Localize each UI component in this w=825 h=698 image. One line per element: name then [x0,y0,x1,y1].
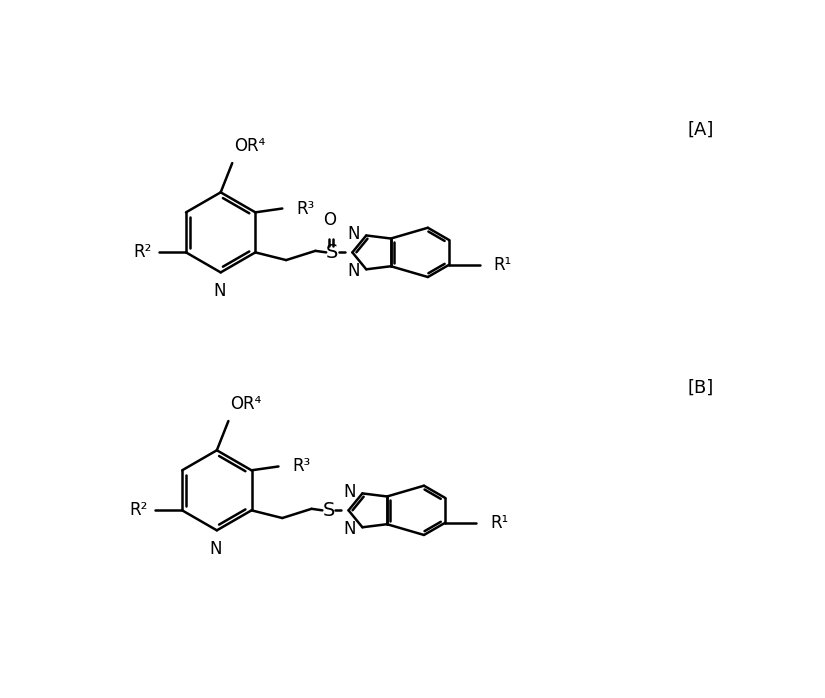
Text: OR⁴: OR⁴ [233,138,265,156]
Text: N: N [344,520,356,538]
Text: S: S [326,243,338,262]
Text: R²: R² [133,244,151,261]
Text: R³: R³ [296,200,314,218]
Text: N: N [213,282,225,299]
Text: N: N [209,540,222,558]
Text: R¹: R¹ [490,514,508,532]
Text: O: O [323,211,336,229]
Text: R²: R² [129,501,148,519]
Text: N: N [347,262,360,280]
Text: N: N [344,483,356,501]
Text: OR⁴: OR⁴ [230,395,262,413]
Text: R³: R³ [292,457,310,475]
Text: S: S [323,501,335,520]
Text: [A]: [A] [687,121,714,139]
Text: R¹: R¹ [494,255,512,274]
Text: N: N [347,225,360,243]
Text: [B]: [B] [687,379,714,396]
